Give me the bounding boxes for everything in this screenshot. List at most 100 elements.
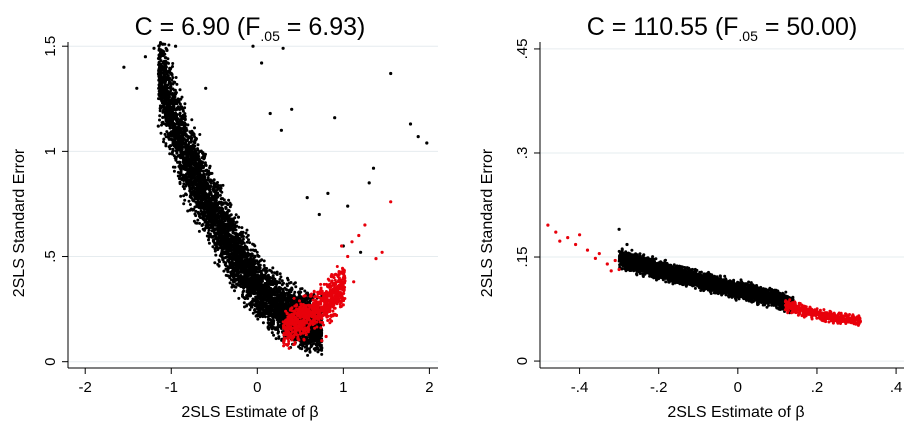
scatter-point bbox=[241, 280, 245, 284]
scatter-point bbox=[245, 290, 249, 294]
scatter-point bbox=[180, 115, 184, 119]
scatter-point bbox=[207, 241, 211, 245]
scatter-point bbox=[171, 65, 174, 68]
scatter-point bbox=[253, 308, 256, 312]
scatter-point bbox=[260, 279, 264, 283]
scatter-point bbox=[282, 316, 286, 319]
scatter-point bbox=[277, 290, 281, 294]
scatter-point bbox=[251, 311, 255, 315]
scatter-point bbox=[270, 331, 274, 335]
scatter-point bbox=[242, 241, 246, 245]
scatter-point bbox=[188, 135, 192, 139]
scatter-point bbox=[297, 345, 301, 349]
scatter-point bbox=[170, 97, 174, 101]
scatter-point bbox=[158, 114, 162, 118]
scatter-point bbox=[201, 198, 205, 201]
scatter-point bbox=[166, 57, 170, 61]
scatter-point bbox=[157, 93, 161, 97]
scatter-point bbox=[178, 160, 182, 164]
scatter-point bbox=[229, 227, 233, 231]
scatter-point bbox=[314, 338, 318, 342]
scatter-point bbox=[176, 170, 180, 174]
scatter-point bbox=[283, 298, 286, 302]
scatter-point bbox=[280, 283, 284, 287]
scatter-point bbox=[222, 217, 226, 221]
scatter-point bbox=[174, 76, 178, 79]
scatter-point bbox=[233, 285, 237, 289]
scatter-point bbox=[205, 178, 209, 182]
scatter-point bbox=[226, 244, 230, 248]
scatter-point bbox=[214, 215, 218, 219]
scatter-point bbox=[167, 110, 171, 114]
scatter-point bbox=[262, 267, 266, 271]
scatter-point bbox=[237, 266, 241, 270]
scatter-point bbox=[173, 165, 177, 169]
scatter-point bbox=[208, 223, 212, 227]
scatter-point bbox=[159, 81, 163, 85]
scatter-point bbox=[240, 226, 244, 230]
scatter-point bbox=[250, 253, 254, 257]
scatter-point bbox=[269, 276, 273, 280]
scatter-point bbox=[255, 310, 259, 314]
scatter-point bbox=[210, 194, 214, 198]
scatter-point bbox=[278, 277, 282, 281]
scatter-point bbox=[305, 348, 309, 352]
scatter-point bbox=[257, 279, 261, 282]
scatter-point bbox=[226, 265, 230, 269]
scatter-point bbox=[176, 147, 180, 151]
scatter-point bbox=[221, 183, 225, 187]
scatter-point bbox=[178, 88, 182, 92]
scatter-point bbox=[206, 231, 210, 235]
scatter-point bbox=[174, 101, 178, 105]
scatter-point bbox=[204, 164, 208, 167]
scatter-point bbox=[179, 194, 183, 198]
scatter-point bbox=[280, 312, 284, 316]
scatter-point bbox=[293, 281, 297, 285]
scatter-point bbox=[167, 43, 171, 47]
scatter-point bbox=[172, 80, 176, 84]
scatter-point bbox=[195, 157, 199, 161]
scatter-point bbox=[234, 232, 238, 235]
scatter-point bbox=[207, 238, 210, 242]
scatter-point bbox=[241, 293, 244, 297]
scatter-point bbox=[196, 147, 199, 151]
scatter-point bbox=[252, 298, 255, 302]
scatter-point bbox=[172, 169, 176, 173]
scatter-point bbox=[164, 144, 168, 148]
left-panel: C = 6.90 (F.05 = 6.93) 2SLS Estimate of … bbox=[11, 13, 438, 421]
scatter-point bbox=[260, 287, 264, 291]
scatter-point bbox=[267, 313, 271, 317]
scatter-point bbox=[277, 281, 280, 284]
scatter-point bbox=[189, 207, 193, 211]
scatter-point bbox=[201, 169, 205, 173]
scatter-point bbox=[272, 312, 276, 316]
scatter-point bbox=[245, 228, 249, 232]
scatter-point bbox=[163, 56, 167, 60]
scatter-point bbox=[226, 214, 230, 218]
scatter-point bbox=[213, 249, 217, 253]
scatter-point bbox=[189, 151, 193, 154]
scatter-point bbox=[211, 187, 215, 191]
scatter-point bbox=[255, 250, 259, 254]
scatter-point bbox=[171, 62, 175, 65]
scatter-point bbox=[161, 110, 165, 114]
scatter-point bbox=[209, 219, 213, 223]
scatter-point bbox=[235, 257, 239, 261]
scatter-point bbox=[203, 181, 207, 185]
scatter-point bbox=[164, 107, 168, 111]
scatter-point bbox=[269, 289, 273, 293]
scatter-point bbox=[162, 67, 166, 71]
scatter-point bbox=[171, 106, 175, 110]
scatter-point bbox=[293, 290, 297, 294]
scatter-point bbox=[270, 327, 274, 331]
scatter-point bbox=[233, 289, 236, 293]
scatter-point bbox=[224, 234, 228, 238]
scatter-point bbox=[275, 304, 279, 308]
scatter-point bbox=[183, 114, 187, 118]
scatter-point bbox=[201, 151, 204, 155]
scatter-point bbox=[235, 241, 239, 245]
scatter-point bbox=[252, 292, 256, 296]
scatter-point bbox=[159, 97, 163, 100]
scatter-point bbox=[157, 97, 160, 101]
scatter-point bbox=[220, 239, 224, 243]
